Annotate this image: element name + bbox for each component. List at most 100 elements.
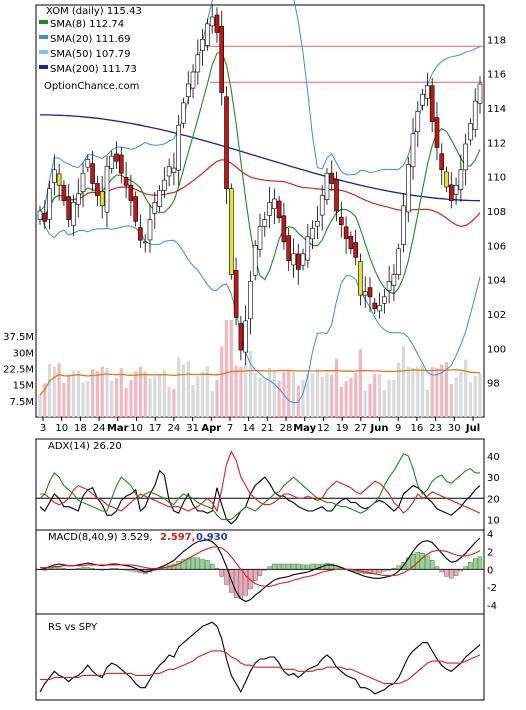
adx-series-line [40, 450, 481, 514]
candle-body [434, 117, 440, 148]
candle-body [99, 191, 105, 207]
candle-body [200, 38, 205, 51]
volume-bar [43, 383, 47, 417]
macd-histogram-bar [252, 569, 258, 582]
volume-bar [105, 367, 109, 417]
volume-bars [38, 320, 482, 417]
price-tick-label: 118 [487, 35, 506, 46]
macd-histogram-bar [219, 569, 224, 577]
price-tick-label: 110 [487, 173, 506, 184]
volume-bar [119, 368, 123, 417]
macd-histogram-bar [430, 560, 435, 570]
candle-body [362, 291, 368, 296]
macd-histogram-bar [324, 562, 330, 570]
candle-body [42, 212, 48, 222]
macd-series-line [39, 537, 481, 603]
candle-body [329, 172, 335, 184]
candle-body [56, 173, 62, 186]
volume-bar [153, 376, 157, 417]
candle-body [152, 202, 158, 214]
candle-body [147, 219, 153, 241]
volume-bar [181, 364, 186, 417]
adx-tick-label: 10 [487, 515, 500, 526]
price-tick-label: 114 [487, 104, 506, 115]
volume-bar [268, 367, 272, 417]
volume-tick-label: 7.5M [9, 397, 34, 408]
volume-bar [129, 380, 133, 417]
candle-body [463, 143, 469, 171]
x-tick-label: 10 [130, 423, 143, 434]
macd-histogram-bar [305, 564, 310, 570]
macd-histogram-bar [190, 557, 196, 570]
price-tick-label: 106 [487, 241, 506, 252]
candle-body [319, 195, 325, 216]
volume-bar [253, 372, 257, 417]
candle-body [391, 274, 397, 286]
adx-tick-label: 20 [487, 494, 500, 505]
macd-histogram-bar [463, 566, 468, 570]
macd-histogram-bar [420, 553, 425, 570]
volume-bar [330, 375, 334, 417]
volume-bar [239, 366, 243, 417]
volume-bar [220, 346, 224, 417]
macd-histogram-bar [186, 558, 191, 570]
macd-histogram-bar [200, 559, 205, 570]
source-label: OptionChance.com [44, 81, 139, 92]
rs-series-line [39, 621, 481, 695]
candle-body [171, 167, 177, 173]
legend-sma8: SMA(8) 112.74 [50, 19, 124, 30]
volume-bar [86, 381, 90, 417]
x-tick-label: 16 [411, 423, 424, 434]
price-tick-label: 112 [487, 138, 506, 149]
volume-bar [158, 373, 162, 417]
macd-histogram-bar [209, 563, 215, 570]
volume-bar [186, 361, 190, 417]
candle-body [291, 253, 296, 266]
volume-bar [444, 362, 449, 417]
candle-body [286, 235, 292, 262]
adx-title: ADX(14) 26.20 [48, 441, 122, 452]
macd-lines [36, 537, 484, 603]
rs-panel-frame [35, 613, 485, 701]
macd-title: MACD(8,40,9) 3.529, [48, 532, 153, 543]
macd-histogram-bar [257, 569, 263, 576]
candle-body [381, 296, 387, 304]
price-title: XOM (daily) 115.43 [46, 6, 142, 17]
candle-body [396, 248, 402, 275]
candle-body [224, 96, 229, 189]
candle-body [190, 71, 196, 89]
bollinger-upper [39, 0, 481, 212]
candle-body [405, 164, 411, 213]
volume-bar [325, 373, 329, 417]
candle-body [372, 302, 378, 310]
volume-bar [162, 369, 166, 417]
x-tick-label: 24 [93, 423, 106, 434]
candle-body [472, 100, 478, 130]
macd-tick-label: 2 [487, 547, 493, 558]
volume-bar [464, 359, 468, 417]
volume-bar [344, 381, 348, 417]
x-tick-label: Mar [107, 423, 129, 434]
volume-bar [191, 385, 195, 417]
candle-body [252, 245, 258, 276]
volume-bar [38, 395, 42, 417]
candle-body [47, 188, 52, 220]
candle-body [276, 200, 282, 219]
candle-body [109, 155, 114, 169]
candle-body [157, 190, 162, 207]
volume-bar [354, 373, 358, 417]
volume-bar [416, 367, 420, 417]
candle-body [119, 154, 124, 174]
x-tick-label: 17 [149, 423, 162, 434]
volume-bar [134, 371, 138, 417]
volume-bar [311, 373, 315, 417]
macd-histogram-bar [205, 560, 210, 570]
candle-body [448, 184, 454, 201]
volume-bar [114, 378, 119, 417]
x-tick-label: 12 [317, 423, 330, 434]
candle-body [429, 85, 435, 122]
legend-swatch-sma8 [39, 20, 48, 24]
volume-bar [378, 373, 382, 417]
